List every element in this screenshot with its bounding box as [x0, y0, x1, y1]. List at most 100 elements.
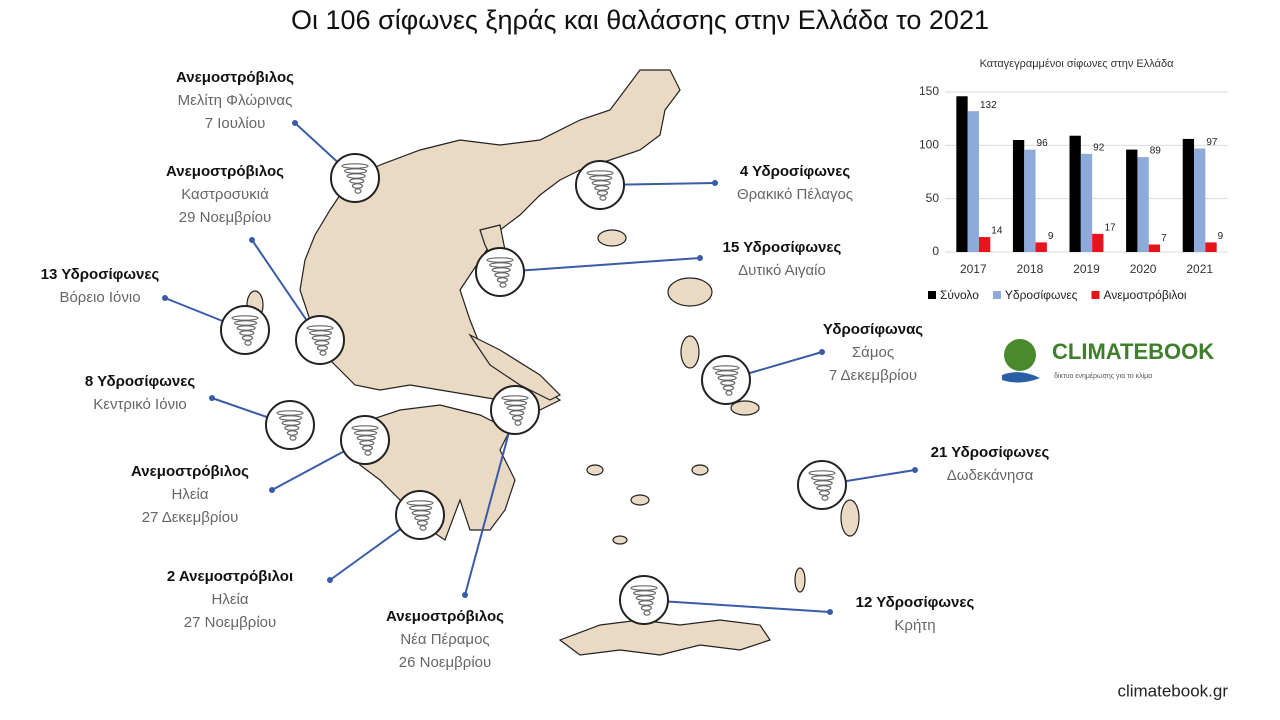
island — [586, 464, 604, 476]
bar — [1182, 138, 1195, 252]
tornado-icon — [496, 277, 508, 283]
tornado-icon — [511, 415, 524, 421]
tornado-icon — [359, 440, 375, 446]
tornado-icon — [818, 490, 831, 496]
tornado-icon — [306, 325, 334, 331]
tornado-icon — [491, 267, 511, 273]
callout-heading: 15 Υδροσίφωνες — [723, 239, 842, 256]
island — [667, 277, 713, 307]
tornado-icon — [276, 410, 304, 416]
island — [691, 464, 709, 476]
tornado-icon — [244, 340, 252, 346]
callout-detail: Νέα Πέραμος — [400, 631, 489, 648]
legend-swatch — [1091, 291, 1100, 299]
callout-line — [464, 409, 516, 596]
tornado-icon — [596, 190, 609, 196]
island — [680, 335, 700, 369]
tornado-icon — [503, 400, 528, 406]
y-tick-label: 0 — [932, 244, 939, 258]
title: Οι 106 σίφωνες ξηράς και θαλάσσης στην Ε… — [291, 5, 989, 35]
tornado-icon — [241, 335, 253, 341]
tornado-icon — [231, 315, 259, 321]
island — [612, 535, 628, 545]
value-label: 17 — [1104, 223, 1116, 234]
tornado-icon — [720, 380, 736, 386]
callout-dot — [819, 349, 825, 355]
bar — [1092, 233, 1104, 252]
y-tick-label: 100 — [919, 138, 939, 152]
tornado-icon — [494, 272, 510, 278]
island — [730, 400, 760, 416]
tornado-icon — [821, 495, 829, 501]
value-label: 96 — [1037, 138, 1049, 149]
callout-dot — [209, 395, 215, 401]
callout-heading: Ανεμοστρόβιλος — [166, 163, 284, 180]
tornado-icon — [712, 365, 740, 371]
callout-heading: Ανεμοστρόβιλος — [176, 69, 294, 86]
logo-tagline: δίκτυο ενημέρωσης για το κλίμα — [1054, 372, 1152, 380]
logo-tree — [1004, 339, 1036, 371]
tornado-icon — [514, 420, 522, 426]
callout-dot — [912, 467, 918, 473]
callout-detail: Κεντρικό Ιόνιο — [93, 396, 187, 413]
bar — [1126, 149, 1138, 252]
island — [840, 499, 860, 537]
bar — [1035, 242, 1047, 252]
callout-heading: 2 Ανεμοστρόβιλοι — [167, 568, 293, 585]
callout-dot — [269, 487, 275, 493]
tornado-icon — [314, 340, 330, 346]
callout-dot — [462, 592, 468, 598]
callout-detail: 7 Δεκεμβρίου — [829, 367, 917, 384]
tornado-icon — [236, 325, 256, 331]
tornado-icon — [499, 282, 507, 288]
legend-label: Ανεμοστρόβιλοι — [1103, 288, 1186, 302]
tornado-icon — [281, 420, 301, 426]
tornado-icon — [406, 500, 434, 506]
tornado-icon — [279, 415, 303, 421]
callout-detail: Ηλεία — [171, 486, 208, 503]
callout-detail: Κρήτη — [894, 617, 935, 634]
callout-line — [643, 599, 831, 613]
callout-heading: 13 Υδροσίφωνες — [41, 266, 160, 283]
tornado-icon — [316, 345, 328, 351]
tornado-icon — [714, 370, 739, 376]
value-label: 9 — [1048, 231, 1054, 242]
callout-line — [499, 257, 701, 273]
evia — [468, 333, 562, 401]
bar — [1069, 135, 1081, 252]
tornado-icon — [810, 475, 835, 481]
tornado-icon — [722, 385, 735, 391]
callout-heading: Υδροσίφωνας — [823, 321, 923, 338]
x-tick-label: 2019 — [1073, 262, 1100, 276]
tornado-icon — [588, 175, 613, 181]
callout-dot — [827, 609, 833, 615]
tornado-icon — [816, 485, 832, 491]
x-tick-label: 2017 — [960, 262, 987, 276]
bar — [1205, 242, 1217, 252]
bar — [967, 111, 979, 252]
callout-dot — [697, 255, 703, 261]
logo-wave — [1002, 372, 1040, 383]
tornado-icon — [356, 435, 376, 441]
chart-title: Καταγεγραμμένοι σίφωνες στην Ελλάδα — [980, 58, 1175, 70]
tornado-icon — [346, 173, 366, 179]
callout-dot — [292, 120, 298, 126]
tornado-icon — [632, 590, 657, 596]
tornado-icon — [319, 350, 327, 356]
callout-detail: Ηλεία — [211, 591, 248, 608]
callout-detail: Σάμος — [852, 344, 894, 361]
tornado-icon — [643, 610, 651, 616]
callout-heading: 4 Υδροσίφωνες — [740, 163, 851, 180]
callout-heading: 21 Υδροσίφωνες — [931, 444, 1050, 461]
crete — [558, 619, 771, 656]
bar — [1080, 153, 1093, 252]
callout-detail: Μελίτη Φλώρινας — [178, 92, 293, 109]
legend-label: Υδροσίφωνες — [1005, 288, 1078, 302]
tornado-icon — [351, 425, 379, 431]
tornado-icon — [419, 525, 427, 531]
callout-detail: Δυτικό Αιγαίο — [738, 262, 826, 279]
tornado-icon — [813, 480, 833, 486]
tornado-icon — [344, 168, 368, 174]
logo-name: CLIMATEBOOK — [1052, 339, 1214, 364]
